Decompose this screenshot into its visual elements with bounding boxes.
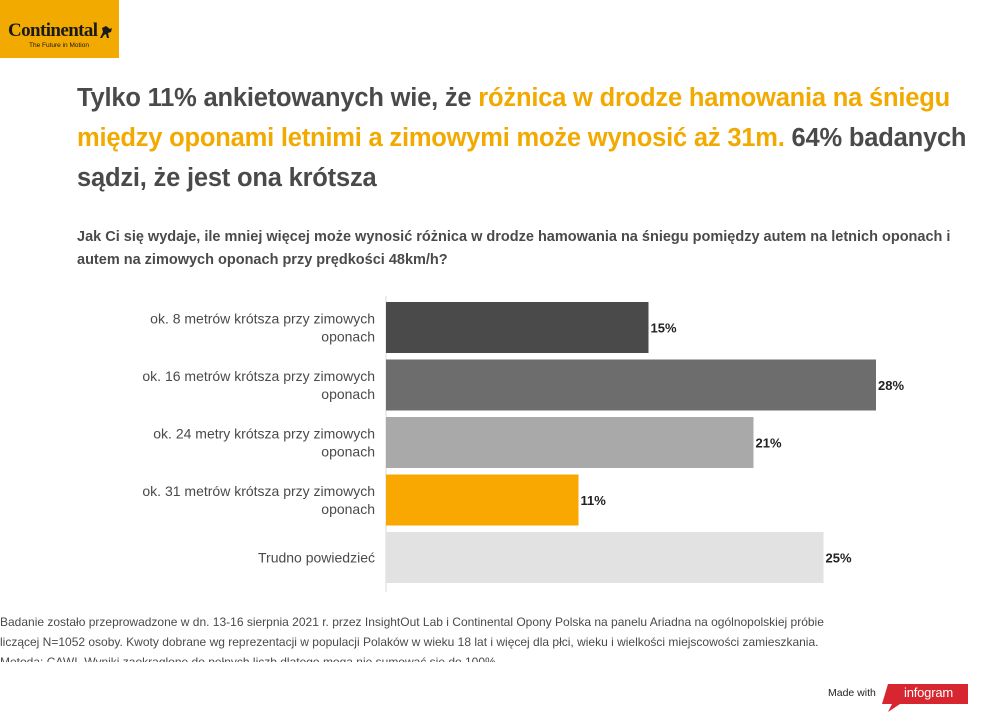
category-label-line: Trudno powiedzieć [258, 550, 375, 566]
bar-3[interactable] [386, 417, 754, 468]
bar-value-label-3: 21% [756, 436, 782, 451]
category-label-4: ok. 31 metrów krótsza przy zimowych opona… [142, 483, 375, 517]
chart-question: Jak Ci się wydaje, ile mniej więcej może… [77, 229, 951, 268]
category-label-2: ok. 16 metrów krótsza przy zimowych opona… [142, 368, 375, 402]
title-part-1: Tylko 11% ankietowanych wie, że [77, 84, 479, 112]
category-label-5: Trudno powiedzieć [258, 550, 375, 566]
category-label-3: ok. 24 metry krótsza przy zimowych oponac… [153, 426, 375, 460]
infogram-link[interactable]: infogram [904, 685, 953, 700]
logo-brand: Continental [8, 20, 98, 41]
bar-1[interactable] [386, 302, 649, 353]
footnote-line-3: Metoda: CAWI. Wyniki zaokrąglone do pełn… [0, 655, 500, 662]
category-label-line: oponach [321, 501, 375, 517]
footnote: Badanie zostało przeprowadzone w dn. 13-… [0, 612, 990, 662]
category-label-line: oponach [321, 386, 375, 402]
made-with-label: Made with [828, 687, 876, 699]
category-label-line: oponach [321, 444, 375, 460]
category-label-line: ok. 24 metry krótsza przy zimowych [153, 426, 375, 442]
category-label-line: ok. 8 metrów krótsza przy zimowych [150, 311, 375, 327]
bar-chart: 15% ok. 8 metrów krótsza przy zimowych opo… [142, 296, 904, 592]
horse-icon [100, 26, 112, 38]
bar-2[interactable] [386, 359, 876, 411]
category-label-line: oponach [321, 329, 375, 345]
bar-4[interactable] [386, 474, 579, 526]
category-label-line: ok. 31 metrów krótsza przy zimowych [142, 483, 375, 499]
bar-value-label-2: 28% [878, 378, 904, 393]
title-highlight: różnica w drodze hamowania na śniegu mię… [77, 84, 951, 152]
infogram-badge-icon[interactable] [880, 682, 970, 714]
page-title: Tylko 11% ankietowanych wie, że różnica … [77, 78, 992, 198]
bar-5[interactable] [386, 532, 824, 583]
logo-tagline: The Future in Motion [29, 42, 89, 49]
bar-value-label-5: 25% [826, 551, 852, 566]
footnote-line-1: Badanie zostało przeprowadzone w dn. 13-… [0, 615, 824, 629]
title-part-2: 64% badanych sądzi, że jest ona krótsza [77, 124, 967, 192]
footnote-line-2: liczącej N=1052 osoby. Kwoty dobrane wg … [0, 635, 819, 649]
continental-logo: Continental The Future in Motion [0, 0, 119, 58]
bar-value-label-1: 15% [651, 321, 677, 336]
category-label-line: ok. 16 metrów krótsza przy zimowych [142, 368, 375, 384]
bar-value-label-4: 11% [581, 493, 607, 508]
category-label-1: ok. 8 metrów krótsza przy zimowych oponac… [150, 311, 375, 345]
